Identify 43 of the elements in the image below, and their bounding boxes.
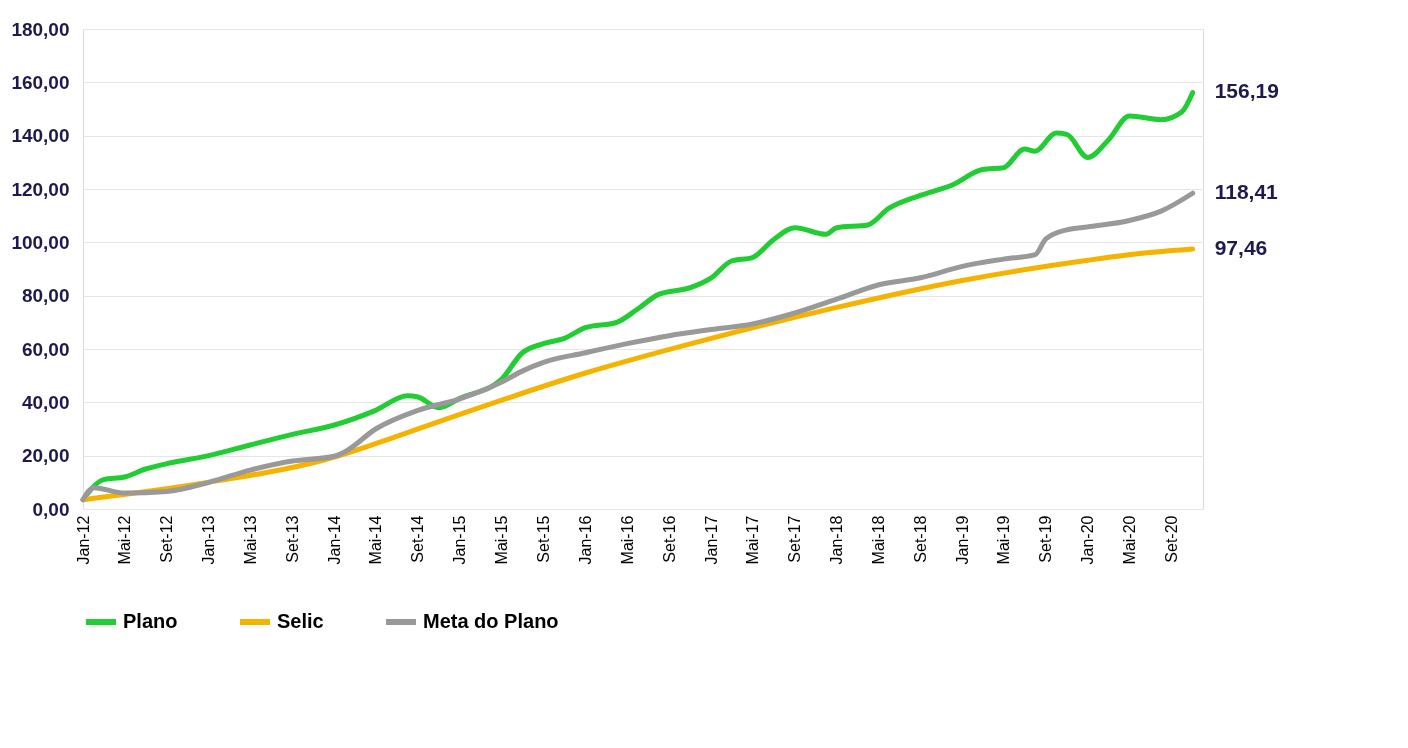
x-tick-label: Mai-20 bbox=[1120, 515, 1138, 565]
legend-label: Meta do Plano bbox=[423, 610, 559, 632]
x-tick-label: Jan-19 bbox=[953, 515, 971, 565]
y-tick-label: 60,00 bbox=[21, 338, 70, 360]
data-label: 97,46 bbox=[1214, 236, 1268, 260]
x-tick-label: Mai-14 bbox=[367, 515, 385, 565]
x-tick-label: Mai-13 bbox=[241, 515, 259, 565]
y-tick-label: 140,00 bbox=[11, 125, 70, 147]
y-tick-label: 180,00 bbox=[11, 18, 70, 40]
y-tick-label: 160,00 bbox=[11, 71, 70, 93]
data-label: 156,19 bbox=[1214, 79, 1279, 103]
x-tick-label: Jan-12 bbox=[74, 515, 92, 565]
x-tick-label: Set-15 bbox=[534, 515, 552, 563]
data-label: 118,41 bbox=[1214, 180, 1279, 204]
x-tick-label: Jan-18 bbox=[828, 515, 846, 565]
x-tick-label: Set-16 bbox=[660, 515, 678, 563]
legend-label: Plano bbox=[123, 610, 178, 632]
x-tick-label: Mai-16 bbox=[618, 515, 636, 565]
x-tick-label: Set-12 bbox=[158, 515, 176, 563]
x-tick-label: Mai-19 bbox=[995, 515, 1013, 565]
x-tick-label: Jan-13 bbox=[200, 515, 218, 565]
y-tick-label: 120,00 bbox=[11, 178, 70, 200]
y-tick-label: 0,00 bbox=[32, 498, 70, 520]
y-tick-label: 100,00 bbox=[11, 231, 70, 253]
x-tick-label: Jan-16 bbox=[576, 515, 594, 565]
y-tick-label: 20,00 bbox=[21, 445, 70, 467]
x-tick-label: Jan-17 bbox=[702, 515, 720, 565]
x-tick-label: Set-18 bbox=[911, 515, 929, 563]
x-tick-label: Set-20 bbox=[1163, 515, 1181, 563]
x-tick-label: Set-14 bbox=[409, 515, 427, 563]
legend-label: Selic bbox=[277, 610, 324, 632]
x-tick-label: Mai-12 bbox=[116, 515, 134, 565]
x-tick-label: Jan-15 bbox=[451, 515, 469, 565]
x-tick-label: Set-17 bbox=[786, 515, 804, 563]
x-tick-label: Jan-14 bbox=[325, 515, 343, 565]
x-tick-label: Jan-20 bbox=[1079, 515, 1097, 565]
y-tick-label: 80,00 bbox=[21, 285, 70, 307]
x-tick-label: Mai-18 bbox=[869, 515, 887, 565]
x-tick-label: Mai-17 bbox=[744, 515, 762, 565]
y-tick-label: 40,00 bbox=[21, 391, 70, 413]
x-tick-label: Set-13 bbox=[283, 515, 301, 563]
x-tick-label: Mai-15 bbox=[492, 515, 510, 565]
x-tick-label: Set-19 bbox=[1037, 515, 1055, 563]
